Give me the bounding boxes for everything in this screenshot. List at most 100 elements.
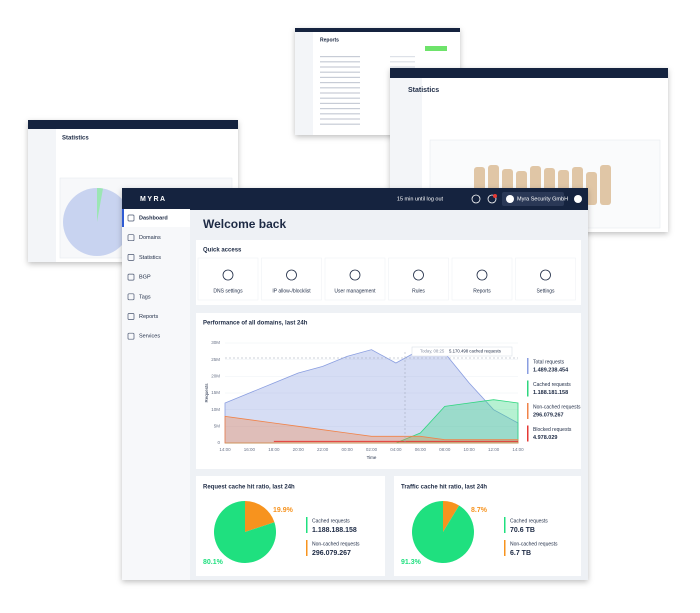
legend-label: Cached requests xyxy=(510,518,548,524)
menu-item[interactable]: BGP xyxy=(139,275,151,281)
x-tick-label: 18:00 xyxy=(268,447,280,452)
legend-marker xyxy=(527,425,529,442)
slice-label: 19.9% xyxy=(273,507,294,514)
menu-item[interactable]: Reports xyxy=(139,314,159,320)
tile[interactable] xyxy=(197,257,259,301)
window-sidebar xyxy=(295,32,313,135)
menu-item[interactable]: Statistics xyxy=(139,255,161,261)
menu-item[interactable]: Services xyxy=(139,334,160,340)
tooltip-time: Today, 08:25 xyxy=(420,349,445,354)
legend-value: 296.079.267 xyxy=(533,412,564,418)
top-bar xyxy=(122,188,588,210)
account-button[interactable] xyxy=(502,192,564,206)
tile-label: Settings xyxy=(536,288,555,294)
pie-charts: Request cache hit ratio, last 24h 19.9% 80… xyxy=(203,485,558,566)
x-tick-label: 14:00 xyxy=(512,447,524,452)
legend-marker xyxy=(306,540,308,556)
row-line xyxy=(320,108,360,110)
window-title: Statistics xyxy=(62,136,89,142)
window-title: Statistics xyxy=(408,87,439,94)
notification-icon[interactable] xyxy=(487,194,497,204)
row-line xyxy=(320,56,360,58)
tile-icon xyxy=(476,269,488,281)
slice-label: 8.7% xyxy=(471,507,488,514)
tile[interactable] xyxy=(324,257,386,301)
series-area xyxy=(224,349,519,444)
button xyxy=(425,46,447,51)
legend-value: 4.978.029 xyxy=(533,435,557,441)
slice-label: 91.3% xyxy=(401,559,422,566)
row-line xyxy=(320,92,360,94)
y-tick-label: 20M xyxy=(211,374,220,379)
legend-value: 1.188.181.158 xyxy=(533,390,568,396)
window-header xyxy=(295,28,460,32)
tile[interactable] xyxy=(451,257,513,301)
pie-slice xyxy=(411,501,474,563)
legend-label: Non-cached requests xyxy=(533,404,581,410)
legend-value: 70.6 TB xyxy=(510,527,535,534)
pie-slice xyxy=(245,501,275,532)
menu-icon xyxy=(127,254,135,261)
row-line xyxy=(390,61,415,63)
quick-access: DNS settings IP allow-/blocklist User mana… xyxy=(197,257,576,301)
x-tick-label: 16:00 xyxy=(244,447,256,452)
x-tick-label: 12:00 xyxy=(488,447,500,452)
sidebar-menu: Dashboard Domains Statistics BGP Tags Reports… xyxy=(122,209,190,340)
legend-value: 1.188.188.158 xyxy=(312,527,357,534)
window-title: Reports xyxy=(320,37,339,43)
tile[interactable] xyxy=(515,257,576,301)
tile-icon xyxy=(413,269,424,281)
window-header xyxy=(28,120,238,129)
menu-item[interactable]: Tags xyxy=(139,294,151,300)
legend-label: Blocked requests xyxy=(533,427,572,433)
menu-icon xyxy=(127,234,135,242)
bar-shape xyxy=(600,165,611,205)
tile[interactable] xyxy=(261,257,322,301)
slice-label: 80.1% xyxy=(203,559,224,566)
tile-icon xyxy=(222,269,234,281)
card-title: Performance of all domains, last 24h xyxy=(203,321,308,327)
card-title: Traffic cache hit ratio, last 24h xyxy=(401,485,487,491)
sidebar xyxy=(122,210,190,580)
menu-icon xyxy=(127,273,135,281)
active-highlight xyxy=(122,209,190,227)
help-icon[interactable] xyxy=(471,194,481,204)
series-area xyxy=(224,415,519,444)
x-tick-label: 02:00 xyxy=(366,447,378,452)
logo: MYRA xyxy=(140,196,167,203)
greeting: Welcome back xyxy=(203,217,286,231)
menu-item[interactable]: Domains xyxy=(139,235,161,241)
row-line xyxy=(320,76,360,78)
y-tick-label: 30M xyxy=(211,340,220,345)
settings-icon[interactable] xyxy=(574,195,582,203)
legend-value: 1.489.238.454 xyxy=(533,367,569,373)
legend-marker xyxy=(527,403,529,419)
menu-item[interactable]: Dashboard xyxy=(139,215,168,221)
row-line xyxy=(320,97,360,99)
row-line xyxy=(320,87,360,89)
legend-label: Non-cached requests xyxy=(510,541,558,547)
row-line xyxy=(320,113,360,115)
legend-marker xyxy=(527,358,529,374)
x-axis-title: Time xyxy=(367,455,377,460)
row-line xyxy=(320,118,360,120)
tooltip-text: 5.170.498 cached requests xyxy=(449,349,501,354)
x-tick-label: 00:00 xyxy=(341,447,353,452)
menu-icon xyxy=(127,214,135,222)
y-tick-label: 10M xyxy=(211,407,220,412)
menu-icon xyxy=(127,293,135,301)
pie-slice xyxy=(213,501,276,563)
legend-label: Non-cached requests xyxy=(312,541,360,547)
window-sidebar xyxy=(28,129,56,262)
row-line xyxy=(390,56,415,58)
y-axis-title: Requests xyxy=(204,383,209,403)
card-title: Quick access xyxy=(203,248,242,254)
menu-icon xyxy=(127,313,135,320)
row-line xyxy=(320,71,360,73)
x-tick-label: 20:00 xyxy=(293,447,305,452)
bar-shape xyxy=(586,172,597,205)
legend-marker xyxy=(306,517,308,533)
x-tick-label: 04:00 xyxy=(390,447,402,452)
tile[interactable] xyxy=(388,257,449,301)
tile-label: Rules xyxy=(412,288,425,294)
